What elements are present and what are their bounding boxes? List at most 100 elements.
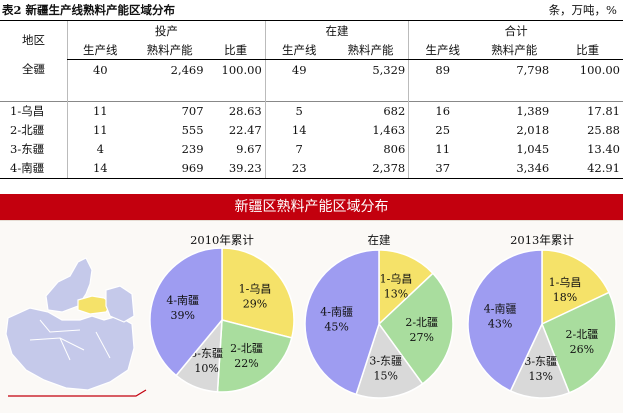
- cell: 89: [408, 59, 477, 79]
- header-region: 地区: [0, 20, 68, 60]
- table-unit: 条，万吨，%: [548, 3, 617, 17]
- pie-slice-name: 2-北疆: [230, 342, 263, 355]
- pie-slice-percent: 27%: [409, 331, 433, 344]
- pie-slice-label: 3-东疆 13%: [524, 355, 557, 383]
- pie-slice-label: 2-北疆 26%: [566, 328, 599, 356]
- cell: 23: [264, 158, 333, 179]
- cell: 22.47: [228, 123, 262, 137]
- header-group-construction: 在建: [264, 20, 409, 40]
- pie-slice-percent: 15%: [373, 369, 397, 382]
- table-row: 全疆 40 2,469 100.00 49 5,329 89 7,798 100…: [0, 59, 623, 79]
- chart-area: 2010年累计 1-乌昌 29% 2-北疆 22% 3-东疆 10% 4-南疆 39% 在建 …: [5, 233, 617, 399]
- cell: 7,798: [516, 62, 550, 77]
- cell: 25.88: [587, 123, 620, 137]
- pie-slice-urumqi: [541, 249, 610, 326]
- row-label: 4-南疆: [0, 158, 68, 179]
- header-lines: 生产线: [66, 40, 133, 60]
- row-label: 全疆: [21, 62, 45, 77]
- header-lines: 生产线: [264, 40, 333, 60]
- capacity-table: 地区 投产 在建 合计 生产线 熟料产能 比重 生产线 熟料产能 生产线 熟料产…: [0, 20, 623, 179]
- pie-slice-label: 4-南疆 43%: [484, 303, 517, 331]
- header-lines: 生产线: [408, 40, 477, 60]
- pie-construction: 在建 1-乌昌 13% 2-北疆 27% 3-东疆 15% 4-南疆 45%: [304, 233, 454, 399]
- pie-slice-north: [216, 319, 293, 393]
- cell: 28.63: [206, 100, 266, 121]
- pie-title: 2013年累计: [510, 233, 574, 247]
- header-share: 比重: [206, 40, 266, 60]
- pie-slices: 1-乌昌 29% 2-北疆 22% 3-东疆 10% 4-南疆 39%: [149, 247, 295, 393]
- pie-slice-percent: 13%: [528, 370, 552, 383]
- pie-slice-south: [149, 247, 223, 377]
- xinjiang-map: [5, 257, 147, 397]
- cell: 11: [66, 100, 133, 121]
- pie-slice-east: [509, 322, 571, 399]
- header-group-total: 合计: [408, 20, 623, 40]
- pie-slice-percent: 29%: [243, 297, 267, 310]
- pie-slice-percent: 45%: [324, 320, 348, 333]
- cell: 14: [66, 158, 133, 179]
- cell: 11: [66, 120, 133, 140]
- cell: 40: [66, 59, 133, 79]
- pie-slice-label: 1-乌昌 13%: [380, 272, 413, 301]
- pie-slice-label: 3-东疆 10%: [190, 347, 223, 375]
- cell: 25: [408, 120, 477, 140]
- pie-slice-name: 1-乌昌: [380, 272, 413, 286]
- row-label: 3-东疆: [10, 142, 45, 156]
- cell: 49: [264, 59, 333, 79]
- pie-slice-label: 2-北疆 22%: [230, 342, 263, 370]
- cell: 42.91: [552, 158, 623, 179]
- map-region-east: [105, 285, 135, 323]
- row-label: 2-北疆: [10, 123, 45, 137]
- table-title: 表2 新疆生产线熟料产能区域分布: [2, 3, 176, 17]
- cell: 5,329: [372, 62, 406, 77]
- section-banner: 新疆区熟料产能区域分布: [0, 194, 623, 220]
- pie-slice-percent: 43%: [488, 318, 512, 331]
- pie-slice-percent: 13%: [384, 288, 408, 301]
- cell: 806: [383, 142, 406, 156]
- header-capacity: 熟料产能: [476, 40, 553, 60]
- cell: 3,346: [476, 158, 553, 179]
- pie-slice-name: 1-乌昌: [239, 281, 272, 295]
- header-row-groups: 地区 投产 在建 合计: [0, 20, 623, 60]
- cell: 2,018: [516, 123, 550, 137]
- pie-slice-south: [304, 249, 380, 396]
- cell: 11: [408, 139, 477, 159]
- pie-slice-name: 2-北疆: [566, 328, 599, 341]
- pie-slice-label: 2-北疆 27%: [405, 316, 438, 344]
- cell: 2,469: [170, 62, 204, 77]
- header-capacity: 熟料产能: [332, 40, 409, 60]
- cell: 5: [264, 100, 333, 121]
- row-label: 1-乌昌: [0, 100, 68, 121]
- table-row: 1-乌昌 11 707 28.63 5 682 16 1,389 17.81: [0, 100, 623, 121]
- header-row-columns: 生产线 熟料产能 比重 生产线 熟料产能 生产线 熟料产能 比重: [0, 40, 623, 60]
- pie-title: 在建: [368, 233, 391, 247]
- pie-2010: 2010年累计 1-乌昌 29% 2-北疆 22% 3-东疆 10% 4-南疆 39%: [149, 233, 295, 393]
- pie-slice-name: 3-东疆: [369, 354, 402, 367]
- pie-slice-percent: 18%: [553, 291, 577, 304]
- cell: 1,389: [476, 100, 553, 121]
- cell: 7: [264, 139, 333, 159]
- header-capacity: 熟料产能: [132, 40, 207, 60]
- pie-slice-name: 3-东疆: [524, 355, 557, 368]
- header-share: 比重: [552, 40, 623, 60]
- cell: 16: [408, 100, 477, 121]
- pie-slice-percent: 22%: [234, 357, 258, 370]
- pie-slice-urumqi: [221, 247, 295, 339]
- pie-slice-percent: 39%: [170, 309, 194, 322]
- pie-slice-name: 4-南疆: [484, 303, 517, 316]
- cell: 100.00: [579, 62, 620, 77]
- table-row: 4-南疆 14 969 39.23 23 2,378 37 3,346 42.9…: [0, 158, 623, 179]
- pie-slice-label: 1-乌昌 18%: [549, 275, 582, 304]
- pie-slice-percent: 26%: [570, 343, 594, 356]
- cell: 682: [332, 100, 409, 121]
- pie-slice-label: 3-东疆 15%: [369, 354, 402, 382]
- map-region-border: [29, 319, 111, 361]
- cell: 1,045: [516, 142, 550, 156]
- map-region-north: [45, 257, 93, 313]
- pie-slice-percent: 10%: [194, 362, 218, 375]
- pie-slice-name: 4-南疆: [166, 294, 199, 307]
- pie-title: 2010年累计: [190, 233, 254, 247]
- cell: 2,378: [332, 158, 409, 179]
- pie-slice-name: 2-北疆: [405, 316, 438, 329]
- cell: 969: [132, 158, 207, 179]
